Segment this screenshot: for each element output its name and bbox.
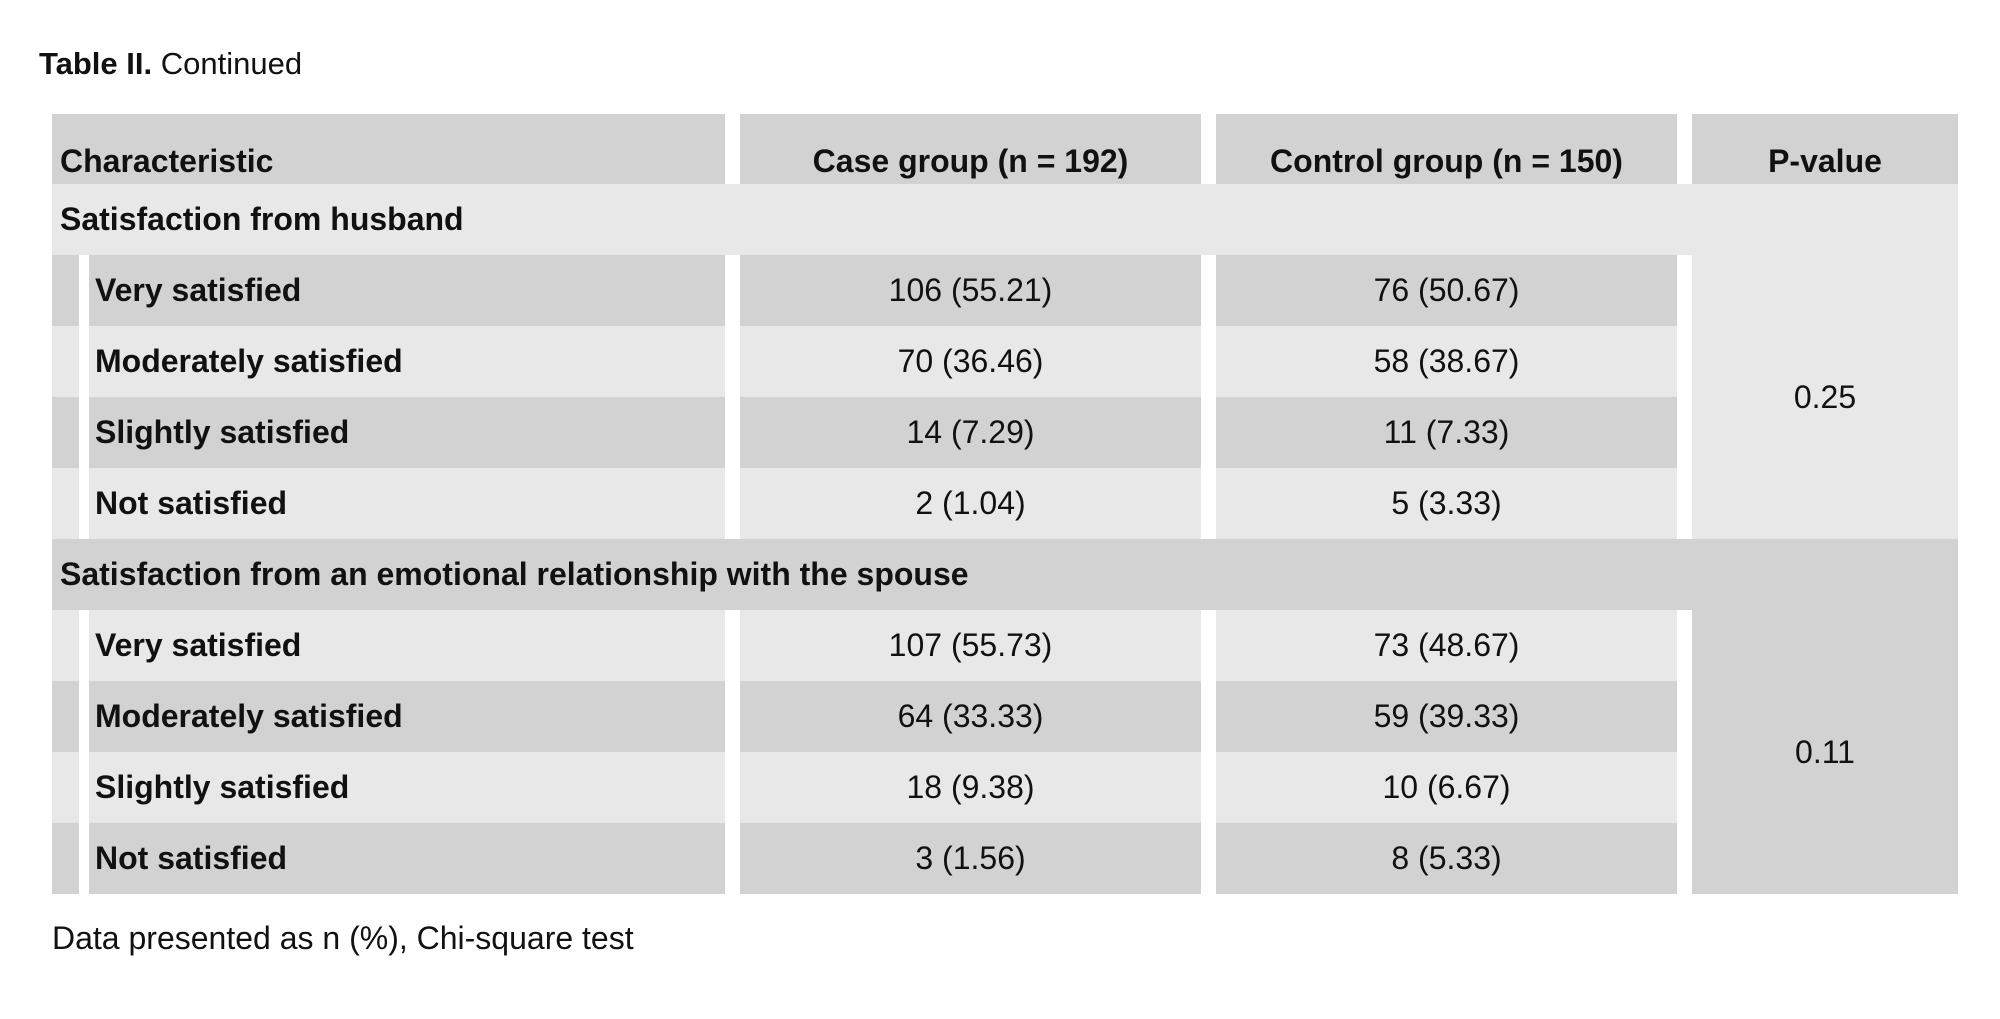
row-label: Moderately satisfied <box>89 326 725 397</box>
p-value-cell: 0.25 <box>1692 255 1958 539</box>
header-control-group: Control group (n = 150) <box>1216 114 1677 184</box>
row-indent <box>52 823 79 894</box>
section-title: Satisfaction from husband <box>52 184 1958 255</box>
control-value: 10 (6.67) <box>1216 752 1677 823</box>
row-label: Very satisfied <box>89 610 725 681</box>
row-indent <box>52 397 79 468</box>
case-value: 70 (36.46) <box>740 326 1201 397</box>
case-value: 2 (1.04) <box>740 468 1201 539</box>
table-footnote: Data presented as n (%), Chi-square test <box>52 920 634 956</box>
row-label: Very satisfied <box>89 255 725 326</box>
control-value: 59 (39.33) <box>1216 681 1677 752</box>
section-title: Satisfaction from an emotional relations… <box>52 539 1958 610</box>
case-value: 3 (1.56) <box>740 823 1201 894</box>
table-caption-text: Continued <box>160 46 303 81</box>
row-indent <box>52 255 79 326</box>
row-indent <box>52 610 79 681</box>
row-indent <box>52 681 79 752</box>
table-caption: Table II. Continued <box>39 44 302 84</box>
table-caption-label: Table II. <box>39 46 153 81</box>
header-case-group: Case group (n = 192) <box>740 114 1201 184</box>
case-value: 106 (55.21) <box>740 255 1201 326</box>
control-value: 76 (50.67) <box>1216 255 1677 326</box>
control-value: 73 (48.67) <box>1216 610 1677 681</box>
control-value: 58 (38.67) <box>1216 326 1677 397</box>
row-label: Slightly satisfied <box>89 397 725 468</box>
case-value: 18 (9.38) <box>740 752 1201 823</box>
row-label: Slightly satisfied <box>89 752 725 823</box>
control-value: 8 (5.33) <box>1216 823 1677 894</box>
row-indent <box>52 752 79 823</box>
case-value: 64 (33.33) <box>740 681 1201 752</box>
row-label: Not satisfied <box>89 823 725 894</box>
control-value: 11 (7.33) <box>1216 397 1677 468</box>
case-value: 14 (7.29) <box>740 397 1201 468</box>
row-indent <box>52 468 79 539</box>
p-value-cell: 0.11 <box>1692 610 1958 894</box>
row-label: Moderately satisfied <box>89 681 725 752</box>
control-value: 5 (3.33) <box>1216 468 1677 539</box>
case-value: 107 (55.73) <box>740 610 1201 681</box>
row-label: Not satisfied <box>89 468 725 539</box>
header-characteristic: Characteristic <box>52 114 725 184</box>
row-indent <box>52 326 79 397</box>
header-p-value: P-value <box>1692 114 1958 184</box>
